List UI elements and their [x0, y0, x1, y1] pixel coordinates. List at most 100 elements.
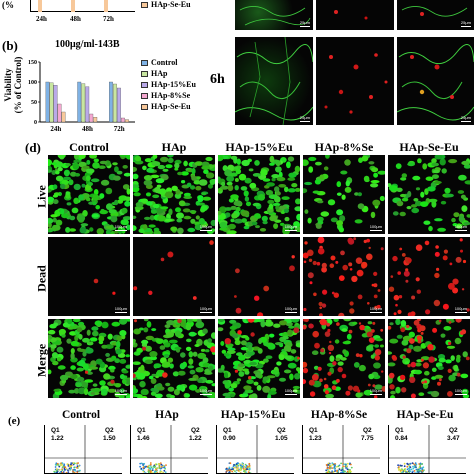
micrograph: 100μm	[218, 155, 300, 234]
flow-column-header: HAp-8%Se	[310, 409, 368, 421]
quadrant-q2-value: 7.75	[361, 435, 374, 442]
micrograph: 100μm	[388, 155, 470, 234]
micrograph: 100μm	[218, 237, 300, 316]
x-tick-label: 24h	[50, 125, 61, 132]
quadrant-q2-value: 3.47	[447, 435, 460, 442]
y-tick-label: 50	[31, 100, 37, 106]
panel-a-tick-72h: 72h	[103, 15, 114, 23]
column-header: HAp-Se-Eu	[399, 140, 459, 154]
micrograph: 100μm	[133, 155, 215, 234]
scale-bar: 100μm	[284, 388, 297, 393]
panel-b-bar-chart: 0 50 100 150 24h 48h 72h	[28, 60, 135, 132]
quadrant-q2-value: 1.50	[103, 435, 116, 442]
legend-item: HAp	[141, 69, 167, 78]
column-header: HAp-15%Eu	[225, 140, 293, 154]
quadrant-q1-label: Q1	[137, 427, 146, 434]
bar	[93, 117, 98, 123]
flow-column-header: Control	[61, 409, 101, 421]
micro-6h-green: 25μm	[235, 37, 313, 125]
scale-bar: 100μm	[114, 306, 127, 311]
scale-bar: 25μm	[299, 115, 310, 120]
column-header: HAp	[161, 140, 187, 154]
scale-bar: 100μm	[369, 224, 382, 229]
micrograph: 100μm	[218, 319, 300, 398]
quadrant-q1-value: 1.46	[137, 435, 150, 442]
bar	[49, 82, 54, 123]
y-tick-label: 100	[28, 80, 37, 86]
micro-top-merge: 25μm	[397, 0, 474, 30]
scale-bar: 100μm	[369, 306, 382, 311]
legend-label: HAp-Se-Eu	[151, 102, 191, 111]
bar	[89, 113, 94, 123]
panel-d-label: (d)	[25, 140, 41, 155]
bar	[61, 111, 66, 123]
micro-top-green: 25μm	[235, 0, 313, 30]
x-tick-label: 72h	[114, 125, 125, 132]
micro-top-red	[316, 0, 394, 30]
column-header: Control	[69, 140, 109, 154]
panel-e-label: (e)	[8, 415, 21, 427]
quadrant-q1-value: 0.90	[223, 435, 236, 442]
panel-a-tick-48h: 48h	[70, 15, 81, 23]
scale-bar: 100μm	[284, 224, 297, 229]
panel-a-legend-item: HAp-Se-Eu	[141, 0, 191, 9]
panel-a-tick-24h: 24h	[36, 15, 47, 23]
quadrant-q1-label: Q1	[51, 427, 60, 434]
flow-plot: Q1 1.23 Q2 7.75	[302, 425, 380, 474]
bar	[113, 83, 117, 123]
panel-b-label: (b)	[2, 38, 18, 53]
panel-b-title: 100μg/ml-143B	[55, 39, 120, 50]
quadrant-q1-value: 1.22	[51, 435, 64, 442]
quadrant-q1-label: Q1	[395, 427, 404, 434]
legend-swatch	[141, 59, 148, 66]
scale-bar: 100μm	[199, 306, 212, 311]
quadrant-q2-label: Q2	[277, 427, 286, 434]
y-tick-label: 0	[34, 120, 37, 126]
scale-bar: 100μm	[284, 306, 297, 311]
time-label-6h: 6h	[210, 72, 225, 87]
micrograph: 100μm	[133, 237, 215, 316]
bar	[85, 86, 90, 123]
flow-column-header: HAp	[155, 409, 179, 421]
scale-bar: 25μm	[460, 115, 471, 120]
legend-label: HAp-8%Se	[151, 91, 191, 100]
flow-plot: Q1 0.90 Q2 1.05	[216, 425, 294, 474]
micrograph: 100μm	[133, 319, 215, 398]
flow-column-header: HAp-15%Eu	[220, 409, 286, 421]
micrograph: 100μm	[48, 319, 130, 398]
bar	[77, 81, 82, 123]
bar	[121, 117, 125, 123]
bar	[81, 83, 86, 123]
legend-label: HAp	[151, 69, 168, 78]
micrograph: 100μm	[303, 319, 385, 398]
bar	[117, 87, 121, 123]
quadrant-q1-label: Q1	[309, 427, 318, 434]
legend-swatch	[141, 81, 148, 88]
scale-bar: 100μm	[114, 388, 127, 393]
bar	[125, 119, 129, 123]
quadrant-q2-label: Q2	[449, 427, 458, 434]
quadrant-q2-value: 1.22	[189, 435, 202, 442]
scale-bar: 25μm	[460, 20, 471, 25]
legend-item: HAp-15%Eu	[141, 80, 196, 89]
bar	[53, 85, 58, 123]
legend-label: Control	[151, 58, 178, 67]
micrograph: 100μm	[48, 237, 130, 316]
legend-swatch	[141, 92, 148, 99]
panel-a-axis	[30, 0, 135, 12]
micrograph: 100μm	[303, 155, 385, 234]
micrograph: 100μm	[48, 155, 130, 234]
legend-swatch	[141, 70, 148, 77]
quadrant-q2-label: Q2	[363, 427, 372, 434]
panel-a-partial: (% 24h 48h 72h HAp-Se-Eu	[0, 0, 200, 30]
legend-item: HAp-Se-Eu	[141, 102, 191, 111]
legend-label: HAp-15%Eu	[151, 80, 196, 89]
y-tick-label: 150	[28, 60, 37, 66]
legend-item: HAp-8%Se	[141, 91, 190, 100]
micrograph: 100μm	[388, 319, 470, 398]
scale-bar: 100μm	[454, 224, 467, 229]
panel-a-ylabel-fragment: (%	[2, 0, 14, 10]
scale-bar: 100μm	[199, 388, 212, 393]
x-tick-label: 48h	[82, 125, 93, 132]
quadrant-q2-label: Q2	[105, 427, 114, 434]
